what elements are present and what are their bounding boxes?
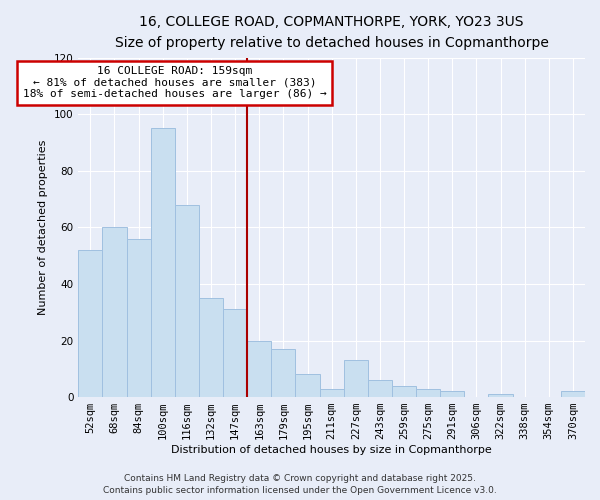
Title: 16, COLLEGE ROAD, COPMANTHORPE, YORK, YO23 3US
Size of property relative to deta: 16, COLLEGE ROAD, COPMANTHORPE, YORK, YO… [115,15,548,50]
X-axis label: Distribution of detached houses by size in Copmanthorpe: Distribution of detached houses by size … [171,445,492,455]
Bar [320,388,344,397]
Bar [151,128,175,397]
Bar [199,298,223,397]
Bar [175,205,199,397]
Bar [416,388,440,397]
Text: Contains HM Land Registry data © Crown copyright and database right 2025.
Contai: Contains HM Land Registry data © Crown c… [103,474,497,495]
Bar [561,392,585,397]
Bar [79,250,103,397]
Text: 16 COLLEGE ROAD: 159sqm
← 81% of detached houses are smaller (383)
18% of semi-d: 16 COLLEGE ROAD: 159sqm ← 81% of detache… [23,66,326,100]
Bar [344,360,368,397]
Bar [440,392,464,397]
Bar [247,340,271,397]
Bar [223,310,247,397]
Bar [103,228,127,397]
Bar [488,394,512,397]
Bar [368,380,392,397]
Bar [295,374,320,397]
Bar [392,386,416,397]
Y-axis label: Number of detached properties: Number of detached properties [38,140,48,315]
Bar [127,238,151,397]
Bar [271,349,295,397]
